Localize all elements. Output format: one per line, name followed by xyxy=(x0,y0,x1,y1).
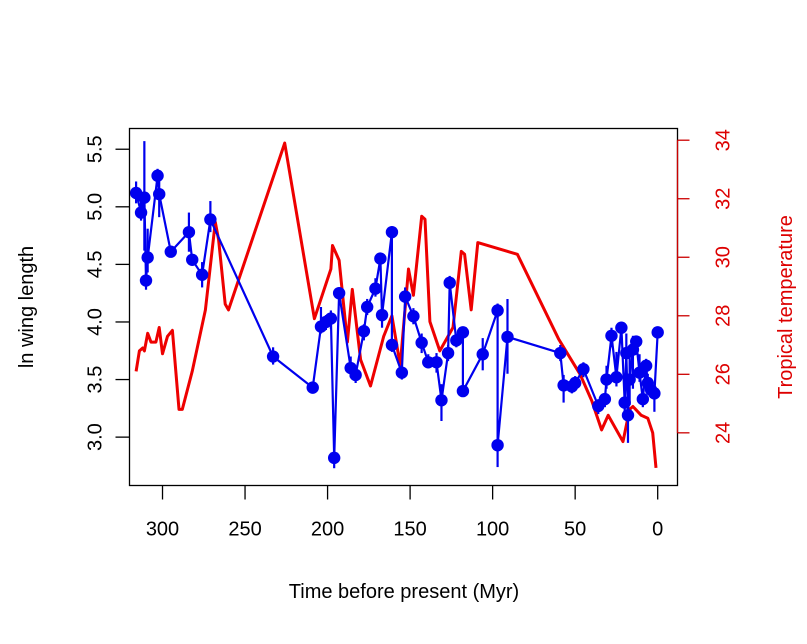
wing-data-point xyxy=(327,451,341,465)
y-tick-label: 3.5 xyxy=(85,366,107,394)
x-tick-label: 100 xyxy=(476,519,509,541)
wing-data-point xyxy=(554,346,567,360)
y-tick-label: 5.0 xyxy=(85,193,107,221)
wing-data-point xyxy=(435,394,448,407)
y2-tick-label: 30 xyxy=(713,246,735,268)
wing-data-point xyxy=(476,348,489,361)
wing-data-point xyxy=(164,245,177,258)
wing-data-point xyxy=(615,321,628,334)
y2-tick-label: 28 xyxy=(713,305,735,327)
wing-data-point xyxy=(204,213,217,226)
wing-data-point xyxy=(407,310,420,323)
wing-data-point xyxy=(151,169,164,182)
wing-data-point xyxy=(332,286,346,300)
wing-data-point xyxy=(369,282,382,295)
wing-data-point xyxy=(349,368,362,382)
plot-area xyxy=(129,141,664,469)
wing-data-point xyxy=(605,329,618,342)
wing-data-point xyxy=(648,387,661,400)
temperature-line xyxy=(134,141,658,469)
y-tick-label: 4.0 xyxy=(85,308,107,336)
x-tick-label: 50 xyxy=(564,519,586,541)
wing-data-point xyxy=(623,373,636,386)
wing-data-point xyxy=(195,268,209,281)
wing-data-point xyxy=(618,396,631,409)
wing-data-point xyxy=(360,300,374,314)
wing-data-point xyxy=(138,191,151,204)
x-tick-label: 0 xyxy=(652,519,663,541)
y-tick-label: 4.5 xyxy=(85,250,107,278)
x-tick-label: 300 xyxy=(146,519,179,541)
wing-data-point xyxy=(639,359,653,372)
wing-data-point xyxy=(266,350,280,363)
wing-data-point xyxy=(491,304,504,317)
wing-data-point xyxy=(600,373,613,386)
wing-data-point xyxy=(324,312,338,325)
y2-tick-label: 26 xyxy=(713,363,735,385)
y-tick-label: 3.0 xyxy=(85,423,107,451)
y2-tick-label: 24 xyxy=(713,422,735,444)
wing-data-point xyxy=(636,392,650,406)
wing-data-point xyxy=(385,338,399,352)
x-tick-label: 150 xyxy=(393,519,426,541)
wing-data-point xyxy=(415,336,428,349)
wing-data-point xyxy=(441,346,455,360)
wing-data-point xyxy=(395,366,409,379)
wing-data-point xyxy=(621,409,635,422)
y2-axis-title: Tropical temperature xyxy=(775,215,797,399)
wing-data-point xyxy=(501,330,514,344)
y-axis-right: 24 26 28 30 32 34 xyxy=(676,129,735,444)
wing-data-point xyxy=(651,326,664,339)
wing-data-point xyxy=(141,251,154,264)
wing-data-point xyxy=(385,225,399,239)
wing-data-point xyxy=(577,362,590,376)
x-tick-label: 250 xyxy=(228,519,261,541)
y-tick-label: 5.5 xyxy=(85,135,107,163)
wing-data-point xyxy=(153,187,166,201)
wing-data-point xyxy=(375,308,389,322)
wing-data-point xyxy=(456,326,470,339)
x-tick-label: 200 xyxy=(311,519,344,541)
wing-data-point xyxy=(610,371,623,384)
wing-data-point xyxy=(491,438,504,452)
wing-data-point xyxy=(374,252,387,265)
wing-data-point xyxy=(430,356,443,369)
wing-data-point xyxy=(398,290,412,303)
y2-tick-label: 34 xyxy=(713,129,735,151)
x-axis: 300 250 200 150 100 50 0 xyxy=(146,485,663,541)
y-axis-left: 3.0 3.5 4.0 4.5 5.0 5.5 xyxy=(85,135,130,451)
wing-data-point xyxy=(456,384,470,398)
wing-data-point xyxy=(630,335,643,348)
wing-data-point xyxy=(598,392,612,406)
y2-tick-label: 32 xyxy=(713,188,735,210)
wing-data-point xyxy=(568,376,582,390)
wing-data-point xyxy=(357,324,371,338)
wing-data-point xyxy=(443,276,456,290)
x-axis-title: Time before present (Myr) xyxy=(289,581,519,603)
wing-data-point xyxy=(186,253,199,266)
wing-data-point xyxy=(134,206,148,219)
wing-data-point xyxy=(139,274,153,287)
wing-data-point xyxy=(182,225,196,239)
y-axis-title: ln wing length xyxy=(16,246,38,368)
wing-data-point xyxy=(306,381,319,394)
